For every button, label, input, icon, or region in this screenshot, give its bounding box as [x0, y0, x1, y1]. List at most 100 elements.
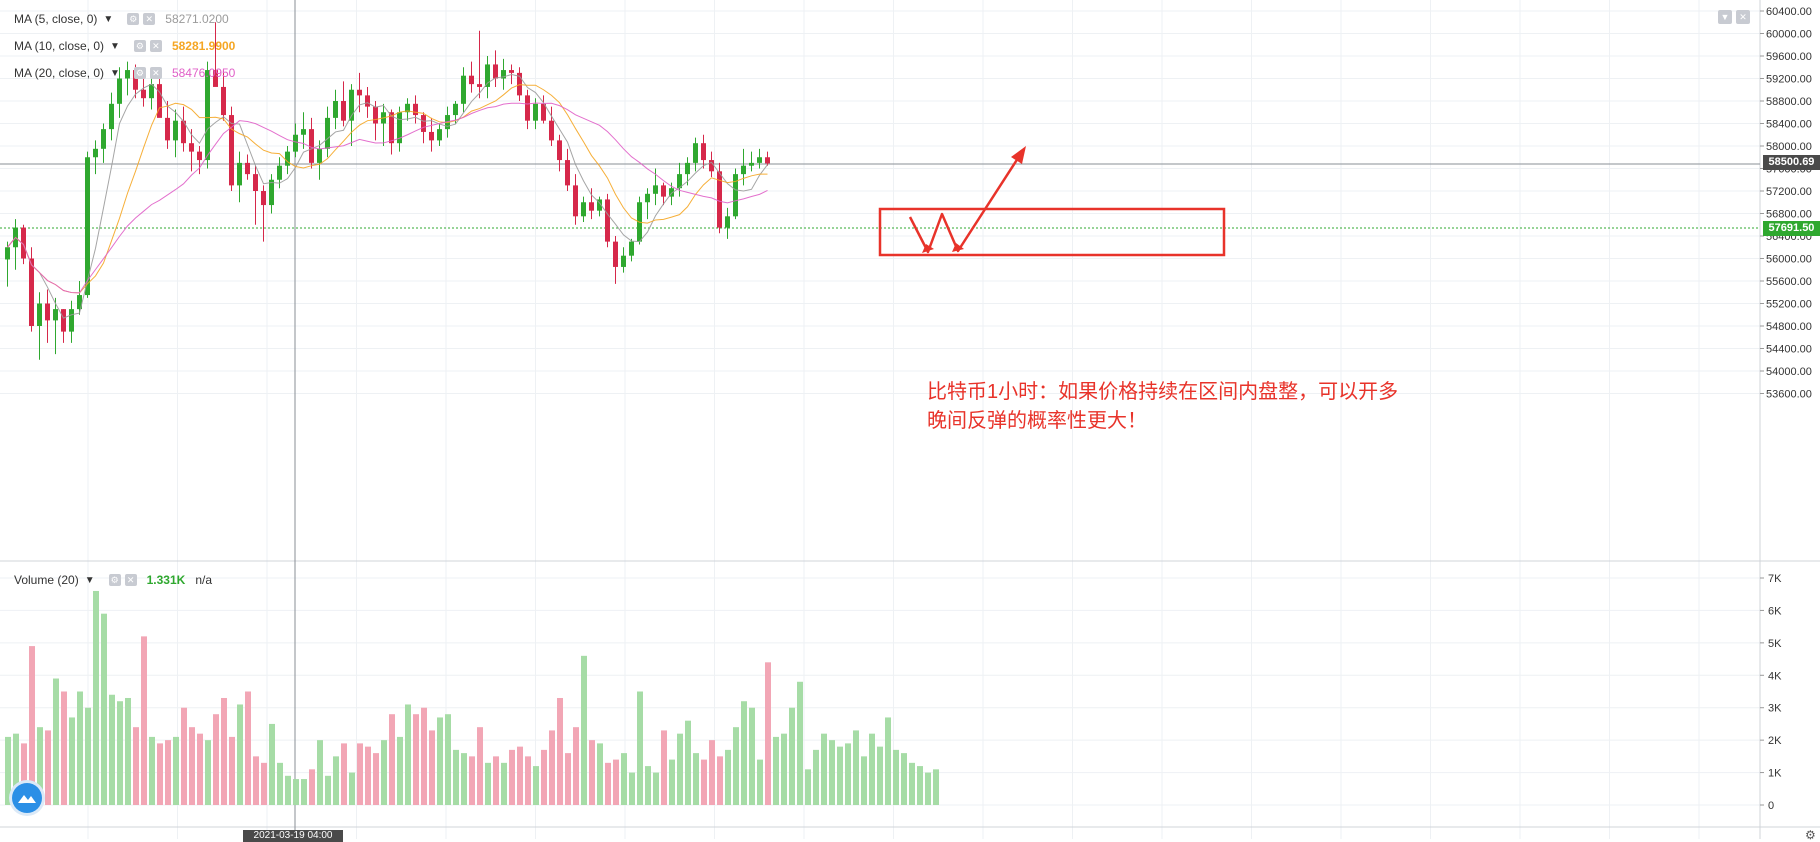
candle [757, 148, 762, 169]
candle [101, 123, 106, 163]
candle [317, 140, 322, 180]
price-tick-label: 54800.00 [1766, 321, 1812, 333]
ma10-legend[interactable]: MA (10, close, 0) ▼ ⚙ ✕ 58281.9900 [14, 39, 235, 53]
volume-bar [13, 733, 19, 805]
candle [29, 247, 34, 332]
price-tick-label: 55200.00 [1766, 299, 1812, 311]
candle [501, 58, 506, 90]
settings-icon[interactable]: ⚙ [127, 13, 140, 25]
volume-bar [693, 753, 699, 805]
volume-bar [357, 743, 363, 805]
candle [93, 140, 98, 175]
volume-bar [45, 730, 51, 805]
candle [541, 95, 546, 124]
settings-icon[interactable]: ⚙ [133, 67, 146, 79]
volume-bar [221, 697, 227, 805]
candle [661, 182, 666, 206]
ma10-line [7, 84, 768, 294]
volume-bar [517, 746, 523, 805]
collapse-icon[interactable]: ▼ [1718, 10, 1732, 24]
candle-body [109, 103, 114, 130]
chevron-down-icon[interactable]: ▼ [103, 13, 114, 25]
arrowhead-icon [952, 243, 964, 252]
close-icon[interactable]: ✕ [149, 40, 162, 52]
volume-bar [189, 727, 195, 805]
candle [269, 174, 274, 214]
volume-bar [669, 759, 675, 805]
candle-body [101, 129, 106, 149]
candle-body [597, 199, 602, 211]
gear-icon[interactable]: ⚙ [1805, 828, 1816, 842]
settings-icon[interactable]: ⚙ [133, 40, 146, 52]
ma5-legend[interactable]: MA (5, close, 0) ▼ ⚙ ✕ 58271.0200 [14, 12, 229, 26]
volume-tick-label: 7K [1768, 573, 1782, 585]
close-pane-icon[interactable]: ✕ [1736, 10, 1750, 24]
volume-bar [181, 707, 187, 805]
price-tick-label: 58000.00 [1766, 141, 1812, 153]
candle-body [645, 193, 650, 203]
candle [645, 188, 650, 220]
candle [189, 129, 194, 172]
close-icon[interactable]: ✕ [124, 574, 137, 586]
candle-body [669, 188, 674, 197]
close-icon[interactable]: ✕ [149, 67, 162, 79]
settings-icon[interactable]: ⚙ [108, 574, 121, 586]
candle [405, 98, 410, 121]
candle-body [253, 174, 258, 191]
candle-body [357, 89, 362, 96]
chevron-down-icon[interactable]: ▼ [110, 40, 120, 52]
volume-bar [381, 740, 387, 805]
candle [389, 109, 394, 155]
price-tick-label: 59200.00 [1766, 74, 1812, 86]
candle-body [309, 129, 314, 163]
close-icon[interactable]: ✕ [143, 13, 156, 25]
candle-body [133, 70, 138, 90]
volume-bar [133, 727, 139, 805]
candle [765, 151, 770, 166]
candle-body [629, 241, 634, 256]
candle-body [397, 112, 402, 144]
candle [493, 50, 498, 87]
drawings[interactable] [878, 146, 1226, 257]
volume-bar [637, 691, 643, 805]
candle-body [61, 309, 66, 332]
candle [709, 151, 714, 177]
candle-body [237, 162, 242, 186]
price-axis[interactable]: 60400.00 60000.00 59600.00 59200.00 58800.00… [1760, 6, 1812, 401]
chevron-down-icon[interactable]: ▼ [84, 574, 95, 586]
volume-bar [373, 753, 379, 805]
volume-tick-label: 6K [1768, 605, 1782, 617]
price-tick-label: 56000.00 [1766, 254, 1812, 266]
volume-bar [813, 749, 819, 805]
volume-legend[interactable]: Volume (20) ▼ ⚙ ✕ 1.331K n/a [14, 573, 212, 587]
candle-body [557, 140, 562, 161]
candle [229, 106, 234, 191]
volume-bar [861, 756, 867, 805]
candle [325, 106, 330, 158]
volume-bar [933, 769, 939, 805]
ma20-legend[interactable]: MA (20, close, 0) ▼ ⚙ ✕ 58476.0950 [14, 66, 235, 80]
volume-bar [589, 740, 595, 805]
candle [461, 67, 466, 113]
candle-body [405, 103, 410, 113]
candle [725, 207, 730, 239]
moving-average-series [7, 74, 768, 319]
price-tick-label: 60000.00 [1766, 29, 1812, 41]
volume-extra: n/a [195, 573, 212, 587]
volume-axis[interactable]: 7K 6K 5K 4K 3K 2K 1K 0 [1760, 573, 1782, 812]
volume-bar [261, 762, 267, 805]
candle [261, 185, 266, 242]
logo-icon[interactable] [12, 783, 42, 813]
crosshair-price-tag: 58500.69 [1763, 155, 1820, 170]
volume-bar [461, 753, 467, 805]
candle [693, 137, 698, 172]
candle-body [661, 185, 666, 197]
candle [301, 112, 306, 149]
candle-body [37, 303, 42, 326]
volume-bar [709, 740, 715, 805]
candle-body [693, 143, 698, 163]
chevron-down-icon[interactable]: ▼ [110, 67, 120, 79]
price-tick-label: 58800.00 [1766, 96, 1812, 108]
candle [61, 309, 66, 343]
